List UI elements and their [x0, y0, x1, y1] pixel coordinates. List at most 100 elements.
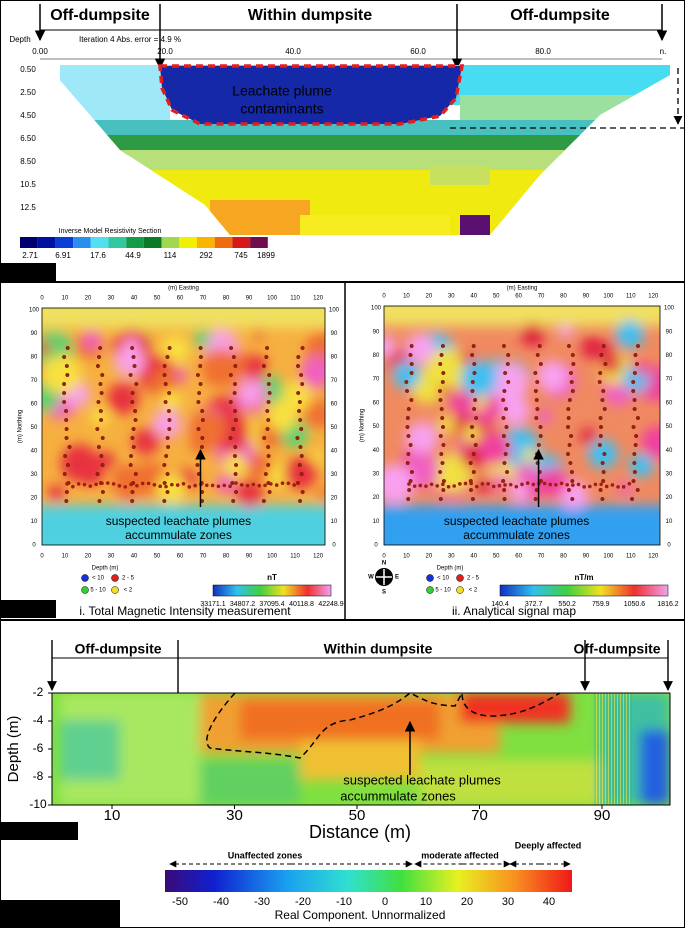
survey-point [559, 481, 564, 486]
legend-item: < 2 [124, 588, 133, 594]
survey-point [167, 418, 172, 423]
survey-point [501, 344, 506, 349]
survey-point [470, 389, 475, 394]
colorbar [499, 584, 669, 597]
colorbar-value: 140.4 [491, 601, 509, 608]
legend-swatch [250, 237, 268, 248]
x-tick-label: 90 [583, 294, 590, 300]
survey-point [267, 391, 272, 396]
y-tick-label: 60 [331, 402, 338, 408]
header-text: Off-dumpsite [50, 7, 150, 24]
survey-point [440, 380, 445, 385]
depth-tick-label: 4.50 [20, 111, 36, 120]
x-tick-label: n. [660, 47, 667, 56]
survey-point [167, 346, 172, 351]
colorbar-value: 33171.1 [200, 601, 225, 608]
survey-point [95, 364, 100, 369]
legend-value: 745 [234, 251, 248, 260]
survey-point [600, 398, 605, 403]
y-tick-label: 20 [31, 496, 38, 502]
survey-point [88, 484, 93, 488]
survey-point [130, 391, 135, 396]
survey-point [598, 416, 603, 421]
colorbar-tick: 0 [382, 896, 388, 908]
survey-point [504, 425, 509, 430]
survey-point [635, 488, 640, 493]
survey-point [621, 485, 626, 489]
map-blob [641, 425, 660, 460]
survey-point [266, 454, 271, 459]
survey-point [95, 427, 100, 432]
survey-point [165, 472, 170, 477]
survey-point [472, 371, 477, 376]
survey-point [132, 364, 137, 369]
x-tick-label: 30 [448, 554, 455, 560]
x-tick-label: 90 [246, 296, 253, 302]
survey-point [228, 400, 233, 405]
legend-swatch [20, 237, 38, 248]
survey-point [475, 484, 479, 489]
survey-point [569, 470, 574, 475]
survey-point [98, 409, 103, 414]
x-tick-label: 70 [538, 554, 545, 560]
legend-item: 5 - 10 [90, 588, 106, 594]
survey-point [441, 443, 446, 448]
y-tick-label: 70 [666, 377, 673, 383]
survey-point [269, 482, 273, 486]
survey-point [199, 445, 204, 450]
y-tick-label: 40 [373, 448, 380, 454]
survey-point [602, 407, 607, 412]
y-tick-label: 100 [329, 308, 340, 314]
survey-point [534, 398, 539, 403]
colorbar [165, 870, 572, 892]
survey-point [567, 443, 572, 448]
survey-point [501, 416, 506, 421]
survey-point [631, 479, 636, 484]
survey-point [538, 425, 543, 430]
section-blob [240, 700, 440, 740]
survey-point [408, 479, 413, 484]
survey-point [505, 362, 510, 367]
colorbar-value: 42248.9 [318, 601, 343, 608]
survey-point [409, 371, 414, 376]
survey-point [195, 373, 200, 378]
axis-label: (m) Northing [18, 410, 24, 443]
x-tick-label: 0 [382, 294, 386, 300]
y-tick-label: 70 [373, 377, 380, 383]
section-blobs [60, 693, 670, 805]
survey-point [601, 389, 606, 394]
x-tick-label: 80 [560, 294, 567, 300]
x-tick-label: 110 [626, 294, 636, 300]
iteration-text: Iteration 4 Abs. error = 4.9 % [79, 35, 181, 44]
survey-point [166, 409, 171, 414]
survey-point [264, 355, 269, 360]
y-tick-label: 10 [331, 519, 338, 525]
survey-point [597, 380, 602, 385]
survey-point [62, 472, 67, 477]
colorbar-tick: 10 [420, 896, 432, 908]
survey-point [503, 371, 508, 376]
survey-point [286, 481, 291, 486]
survey-point [632, 470, 637, 475]
x-tick-label: 90 [246, 554, 253, 560]
survey-point [571, 362, 576, 367]
survey-point [633, 353, 638, 358]
panel-label-box [0, 600, 56, 618]
survey-point [404, 380, 409, 385]
survey-point [99, 391, 104, 396]
y-tick-label: 0 [32, 543, 36, 549]
survey-point [538, 362, 543, 367]
survey-point [163, 382, 168, 387]
y-tick-label: 50 [666, 424, 673, 430]
axis-label: Distance (m) [309, 822, 411, 842]
legend-swatch [161, 237, 180, 248]
survey-point [105, 481, 110, 485]
survey-point [409, 344, 414, 349]
x-tick-label: 110 [626, 554, 636, 560]
x-tick-label: 10 [62, 296, 69, 302]
survey-point [441, 488, 446, 493]
vlf-section [52, 693, 670, 805]
survey-point [630, 497, 635, 502]
resistivity-layer [300, 215, 450, 235]
survey-point [299, 427, 304, 432]
